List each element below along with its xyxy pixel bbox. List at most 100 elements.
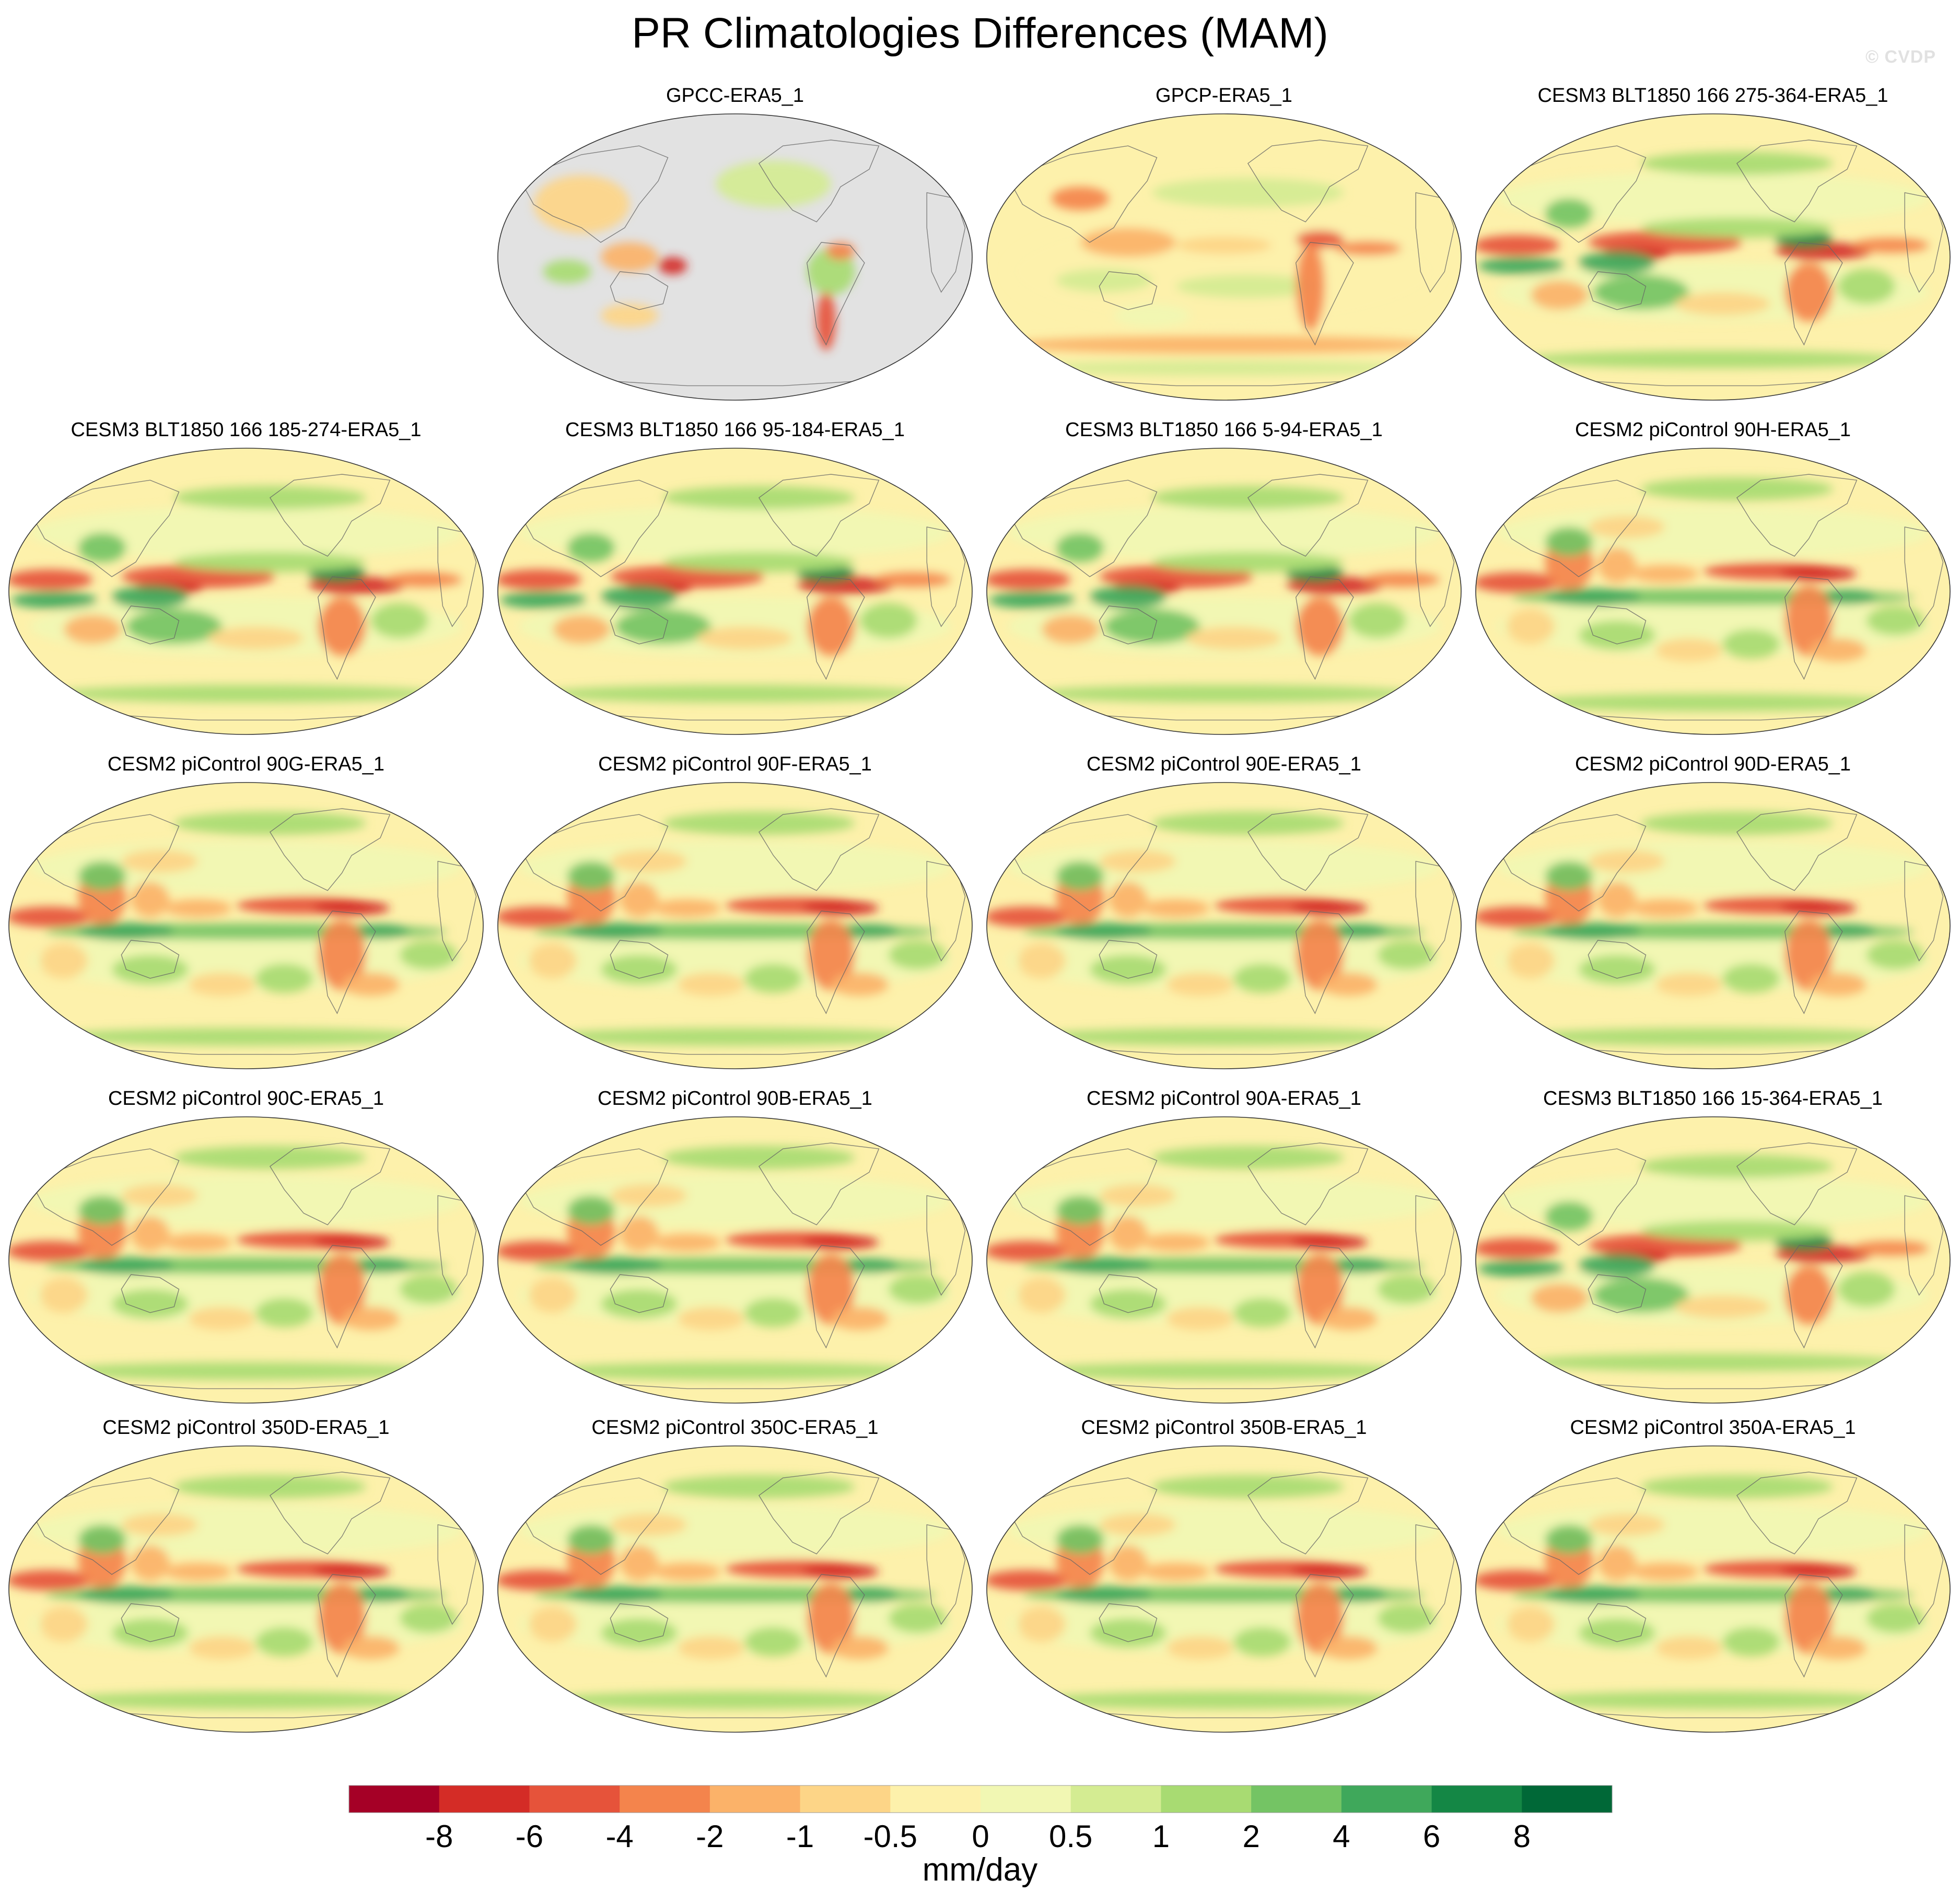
coastline — [1099, 271, 1158, 310]
map-panel: CESM3 BLT1850 166 15-364-ERA5_1 — [1473, 1087, 1953, 1421]
panel-title: CESM3 BLT1850 166 185-274-ERA5_1 — [71, 419, 422, 441]
map-plot — [1475, 448, 1951, 735]
field-blob — [54, 1028, 438, 1046]
coastline — [1099, 940, 1158, 979]
field-blob — [802, 1235, 879, 1250]
field-blob — [131, 1545, 170, 1581]
field-blob — [1032, 1691, 1416, 1709]
field-blob — [78, 1524, 126, 1554]
field-blob — [1152, 1475, 1344, 1499]
map-panel: CESM2 piControl 90G-ERA5_1 — [6, 752, 486, 1087]
field-blob — [174, 552, 366, 573]
coastline — [523, 1477, 669, 1575]
coastline — [121, 940, 180, 979]
panel-title: CESM2 piControl 350C-ERA5_1 — [591, 1417, 879, 1439]
field-blob — [1722, 963, 1780, 993]
map-panel: CESM2 piControl 90C-ERA5_1 — [6, 1087, 486, 1421]
field-blob — [351, 1587, 410, 1603]
field-blob — [1109, 1216, 1148, 1252]
coastline — [610, 940, 669, 979]
map-border — [497, 113, 973, 401]
coastline — [1784, 910, 1843, 1014]
field-blob — [1545, 199, 1593, 228]
panel-title: CESM2 piControl 90A-ERA5_1 — [1087, 1088, 1361, 1110]
field-blob — [567, 1524, 615, 1554]
field-blob — [888, 1604, 946, 1633]
colorbar-label: mm/day — [922, 1852, 1038, 1888]
map-border — [497, 1445, 973, 1733]
field-blob — [529, 943, 577, 978]
field-blob — [840, 1587, 899, 1603]
coastline — [806, 1574, 865, 1678]
field-blob — [1780, 1564, 1857, 1579]
field-blob — [1631, 565, 1699, 583]
field-blob — [1377, 940, 1435, 970]
map-plot — [986, 113, 1462, 401]
coastline — [1295, 1574, 1354, 1678]
field-blob — [807, 248, 855, 295]
coastline — [1247, 474, 1369, 557]
field-blob — [78, 1257, 174, 1275]
field-blob — [663, 1146, 855, 1170]
field-blob — [1674, 1295, 1771, 1318]
field-blob — [1296, 1254, 1344, 1325]
field-blob — [1056, 861, 1104, 891]
coastline — [1247, 1142, 1369, 1225]
map-panel: CESM3 BLT1850 166 95-184-ERA5_1 — [495, 418, 975, 752]
coastline — [1080, 1048, 1368, 1055]
field-blob — [831, 1306, 889, 1330]
map-panel: CESM2 piControl 90D-ERA5_1 — [1473, 752, 1953, 1087]
field-blob — [1176, 274, 1320, 298]
field-blob — [600, 242, 659, 272]
map-plot — [986, 448, 1462, 735]
map-plot — [497, 1445, 973, 1733]
field-blob — [888, 1275, 946, 1304]
coastline — [1588, 1603, 1647, 1642]
coastline — [1569, 1048, 1857, 1055]
field-blob — [1296, 1583, 1344, 1654]
field-blob — [1152, 552, 1344, 573]
coastline — [1012, 1148, 1158, 1246]
colorbar-tick-label: 0 — [972, 1819, 989, 1854]
field-blob — [600, 585, 678, 609]
field-blob — [1631, 1562, 1699, 1581]
field-blob — [40, 1277, 88, 1313]
colorbar-tick-label: 2 — [1242, 1819, 1259, 1854]
field-blob — [131, 882, 170, 917]
field-blob — [1578, 251, 1655, 275]
coastline — [121, 605, 180, 645]
coastline — [610, 605, 669, 645]
watermark: © CVDP — [1865, 47, 1936, 67]
field-blob — [1545, 527, 1593, 556]
field-blob — [677, 1306, 745, 1330]
coastline — [317, 576, 376, 680]
map-panel: GPCP-ERA5_1 — [984, 84, 1464, 418]
field-blob — [1784, 919, 1833, 990]
field-blob — [498, 1570, 582, 1591]
colorbar-tick-label: 1 — [1152, 1819, 1170, 1854]
coastline — [523, 814, 669, 912]
field-blob — [54, 1362, 438, 1380]
field-blob — [653, 1233, 721, 1252]
coastline — [1736, 1142, 1858, 1225]
field-blob — [399, 1275, 457, 1304]
field-blob — [1056, 268, 1152, 293]
field-blob — [111, 1618, 189, 1648]
field-blob — [677, 1636, 745, 1660]
field-blob — [1837, 268, 1895, 304]
map-panel: GPCC-ERA5_1 — [495, 84, 975, 418]
panel-title: GPCP-ERA5_1 — [1156, 85, 1292, 107]
field-blob — [543, 1691, 927, 1709]
map-border — [497, 782, 973, 1069]
field-blob — [653, 1562, 721, 1581]
field-blob — [1056, 1257, 1152, 1275]
field-blob — [1142, 1233, 1210, 1252]
field-blob — [987, 569, 1071, 590]
coastline — [1588, 940, 1647, 979]
field-blob — [1521, 1691, 1905, 1709]
panel-title: CESM2 piControl 90F-ERA5_1 — [598, 753, 872, 775]
field-blob — [1042, 614, 1100, 644]
coastline — [269, 1472, 391, 1555]
field-blob — [1056, 1586, 1152, 1604]
